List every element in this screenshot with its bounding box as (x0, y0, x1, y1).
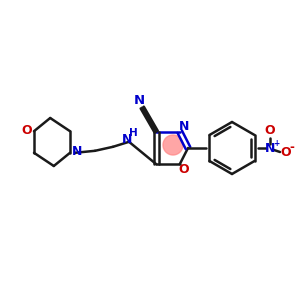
Text: N: N (122, 133, 132, 146)
Text: N: N (134, 94, 145, 107)
Text: N: N (265, 142, 275, 154)
Text: O: O (265, 124, 275, 136)
Text: +: + (273, 140, 279, 148)
Text: O: O (281, 146, 291, 158)
Text: -: - (290, 140, 294, 154)
Text: O: O (178, 163, 189, 176)
Circle shape (163, 135, 183, 155)
Text: N: N (72, 145, 82, 158)
Text: O: O (22, 124, 32, 137)
Text: H: H (129, 128, 137, 138)
Text: N: N (178, 120, 189, 133)
